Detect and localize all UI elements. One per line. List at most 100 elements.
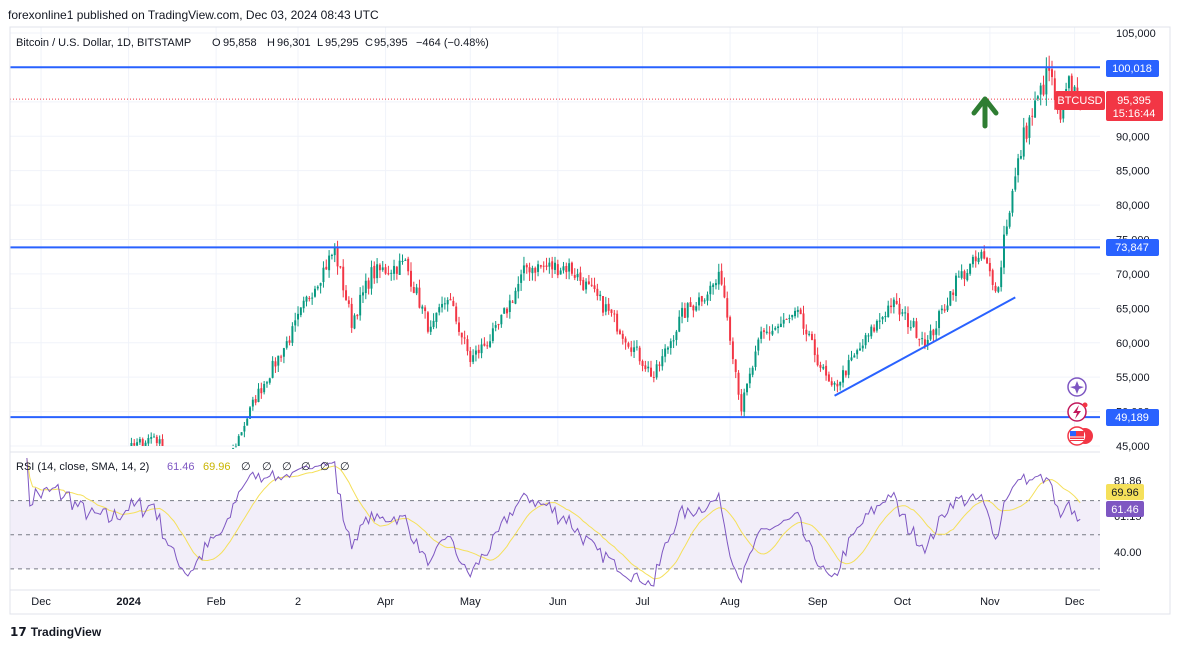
candle <box>638 345 641 365</box>
svg-text:73,847: 73,847 <box>1115 242 1149 254</box>
candle <box>771 324 774 336</box>
candle <box>556 259 559 279</box>
candle <box>689 297 692 308</box>
candle <box>794 307 797 319</box>
rsi-extra-5: ∅ <box>340 461 350 473</box>
candle <box>469 346 472 367</box>
candle <box>305 295 308 307</box>
candle <box>909 320 912 331</box>
candle <box>409 262 412 292</box>
candle <box>243 421 246 438</box>
rsi-pane <box>10 457 1100 587</box>
candle <box>234 443 237 448</box>
candle <box>633 340 636 359</box>
time-tick: Dec <box>31 596 51 608</box>
close-value: 95,395 <box>374 37 408 49</box>
candle <box>141 437 144 446</box>
svg-text:61.46: 61.46 <box>1111 504 1139 516</box>
candle <box>870 324 873 339</box>
rsi-sma-line <box>26 457 1081 580</box>
candle <box>511 299 514 304</box>
open-value: 95,858 <box>223 37 257 49</box>
candle <box>520 269 523 291</box>
high-label: H <box>267 37 275 49</box>
candle <box>847 354 850 379</box>
candles <box>130 55 1082 449</box>
candle <box>692 304 695 318</box>
candle <box>474 345 477 362</box>
candle <box>935 320 938 341</box>
candle <box>319 282 322 294</box>
candle <box>825 360 828 381</box>
candle <box>1048 55 1051 82</box>
flag-icon[interactable] <box>1067 426 1093 446</box>
candle <box>147 434 150 446</box>
candle <box>438 303 441 316</box>
price-tick: 90,000 <box>1116 131 1150 143</box>
candle <box>957 270 960 278</box>
candle <box>508 294 511 319</box>
candle <box>994 282 997 293</box>
candle <box>864 332 867 349</box>
candle <box>282 347 285 364</box>
candle <box>921 331 924 345</box>
candle <box>590 277 593 287</box>
candle <box>401 254 404 265</box>
candle <box>539 264 542 269</box>
candle <box>514 287 517 305</box>
candle <box>932 328 935 343</box>
candle <box>746 382 749 396</box>
rsi-sma-badge: 69.96 <box>1106 484 1144 500</box>
candle <box>613 309 616 323</box>
candle <box>480 338 483 359</box>
candle <box>412 281 415 294</box>
candle <box>330 253 333 260</box>
candle <box>963 269 966 287</box>
candle <box>621 330 624 345</box>
candle <box>853 353 856 358</box>
candle <box>240 432 243 436</box>
magic-icon[interactable] <box>1067 377 1087 397</box>
candle <box>353 313 356 330</box>
candle <box>136 438 139 446</box>
price-tick: 80,000 <box>1116 200 1150 212</box>
price-grid <box>10 32 1100 447</box>
candle <box>647 361 650 373</box>
level-badge-low: 49,189 <box>1106 409 1159 426</box>
candle <box>630 340 633 357</box>
candle <box>836 379 839 393</box>
candle <box>842 365 845 388</box>
candle <box>370 260 373 295</box>
candle <box>285 336 288 350</box>
candle <box>155 434 158 446</box>
rsi-levels <box>10 500 1100 570</box>
lightning-icon[interactable] <box>1067 402 1088 422</box>
support-resistance-lines <box>10 66 1100 419</box>
candle <box>483 337 486 347</box>
candle <box>477 344 480 359</box>
candle <box>858 342 861 352</box>
candle <box>551 256 554 278</box>
candle <box>280 354 283 362</box>
candle <box>878 313 881 330</box>
candle <box>816 347 819 367</box>
candle <box>299 307 302 318</box>
candle <box>378 263 381 278</box>
candle <box>537 260 540 277</box>
candle <box>760 326 763 344</box>
time-axis[interactable]: Dec 2024 Feb 2 Apr May Jun Jul Aug Sep Oct Nov Dec <box>31 596 1085 608</box>
candle <box>336 240 339 275</box>
candle <box>918 338 921 347</box>
candle <box>1011 188 1014 217</box>
price-pane <box>10 27 1100 449</box>
candle <box>531 265 534 281</box>
rsi-extra-2: ∅ <box>282 461 292 473</box>
candle <box>729 315 732 346</box>
candle <box>762 328 765 339</box>
time-tick: Dec <box>1065 596 1085 608</box>
candle <box>607 297 610 315</box>
candle <box>491 322 494 344</box>
candle <box>604 296 607 316</box>
candle <box>723 277 726 299</box>
